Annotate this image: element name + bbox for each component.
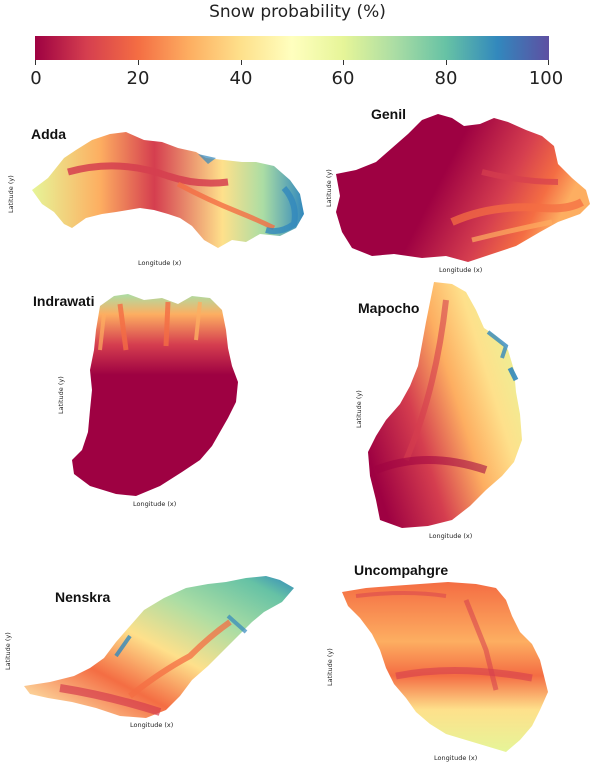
- adda-map: [28, 128, 308, 258]
- basin-name-mapocho: Mapocho: [358, 300, 420, 316]
- colorbar-tick-mark: [241, 60, 242, 65]
- indrawati-x-axis-label: Longitude (x): [133, 500, 177, 508]
- colorbar-tick-mark: [548, 60, 549, 65]
- colorbar: [35, 36, 549, 60]
- adda-x-axis-label: Longitude (x): [138, 259, 182, 267]
- colorbar-tick-label: 100: [528, 68, 564, 89]
- indrawati-y-axis-label: Latitude (y): [57, 376, 65, 414]
- genil-map: [332, 112, 594, 264]
- mapocho-map: [366, 280, 524, 530]
- basin-name-adda: Adda: [31, 126, 66, 142]
- indrawati-map: [70, 290, 242, 498]
- nenskra-x-axis-label: Longitude (x): [130, 721, 174, 729]
- colorbar-tick-mark: [446, 60, 447, 65]
- colorbar-title: Snow probability (%): [209, 2, 386, 22]
- colorbar-tick-mark: [343, 60, 344, 65]
- mapocho-y-axis-label: Latitude (y): [355, 390, 363, 428]
- uncompahgre-y-axis-label: Latitude (y): [326, 648, 334, 686]
- mapocho-x-axis-label: Longitude (x): [429, 532, 473, 540]
- adda-y-axis-label: Latitude (y): [7, 175, 15, 213]
- colorbar-tick-label: 40: [229, 68, 253, 89]
- genil-x-axis-label: Longitude (x): [439, 266, 483, 274]
- nenskra-y-axis-label: Latitude (y): [4, 632, 12, 670]
- uncompahgre-x-axis-label: Longitude (x): [434, 754, 478, 762]
- basin-name-genil: Genil: [371, 106, 407, 122]
- colorbar-tick-mark: [35, 60, 36, 65]
- basin-name-indrawati: Indrawati: [33, 293, 95, 309]
- colorbar-tick-label: 0: [30, 68, 42, 89]
- colorbar-tick-label: 60: [331, 68, 355, 89]
- genil-y-axis-label: Latitude (y): [325, 169, 333, 207]
- colorbar-tick-label: 20: [126, 68, 150, 89]
- colorbar-tick-mark: [138, 60, 139, 65]
- nenskra-map: [20, 576, 298, 720]
- colorbar-tick-label: 80: [434, 68, 458, 89]
- basin-name-nenskra: Nenskra: [55, 589, 111, 605]
- basin-name-uncompahgre: Uncompahgre: [354, 562, 449, 578]
- uncompahgre-map: [336, 580, 554, 754]
